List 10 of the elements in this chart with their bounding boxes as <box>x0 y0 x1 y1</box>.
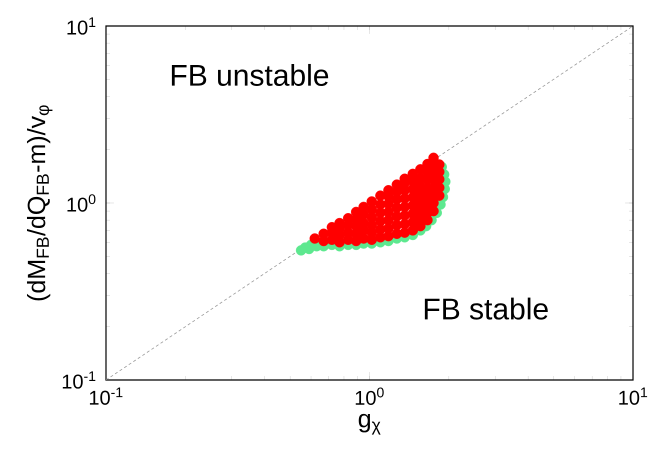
annotation: FB unstable <box>172 64 328 86</box>
y-tick-label: 10$^{0}$ <box>67 194 96 212</box>
y-axis-title: (dM$_{FB}$/dQ$_{FB}$-m)/v$_{φ}$ <box>26 105 52 300</box>
x-tick-label: 10$^{1}$ <box>619 388 648 405</box>
y-tick-label: 10$^{-1}$ <box>62 371 96 389</box>
y-tick-label: 10$^{1}$ <box>67 17 96 35</box>
annotation: FB stable <box>424 298 548 320</box>
x-tick-label: 10$^{-1}$ <box>90 388 122 405</box>
x-tick-label: 10$^{0}$ <box>356 388 384 405</box>
x-axis-title: g$_{χ}$ <box>358 414 381 435</box>
